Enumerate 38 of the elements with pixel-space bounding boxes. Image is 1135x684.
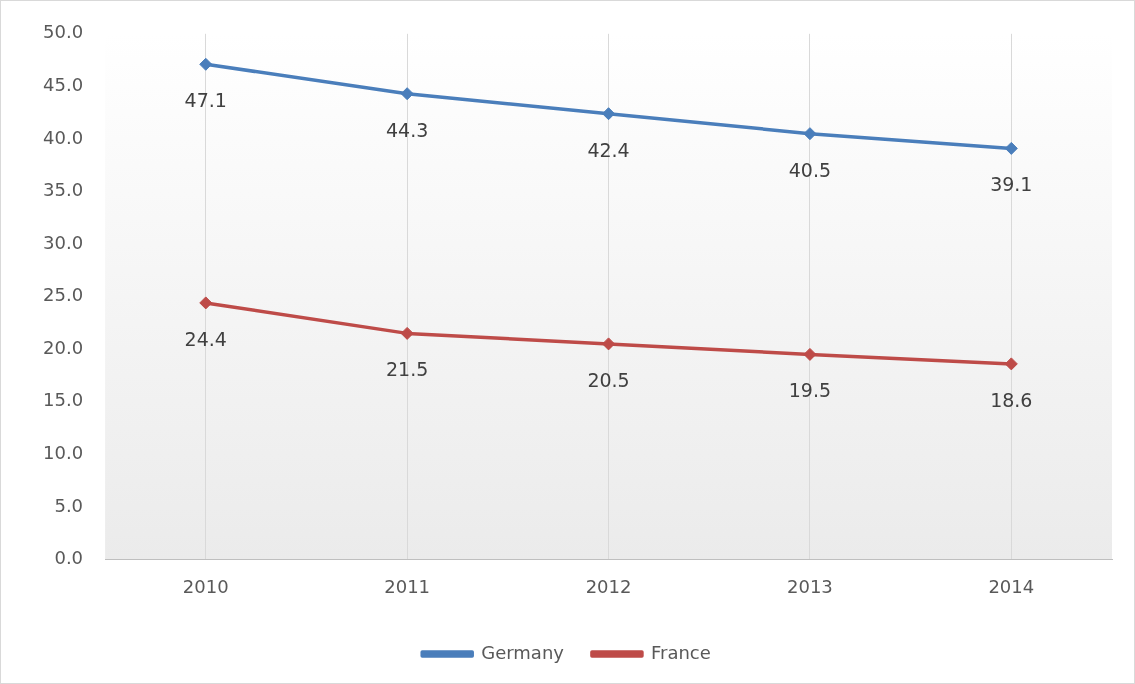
x-tick-label: 2014 <box>988 575 1035 597</box>
data-label: 42.4 <box>587 138 630 161</box>
y-tick-label: 0.0 <box>54 547 84 569</box>
data-label: 40.5 <box>788 158 832 181</box>
point <box>1004 141 1018 155</box>
data-label: 18.6 <box>990 388 1033 411</box>
point <box>400 87 414 101</box>
y-tick-label: 10.0 <box>43 441 84 463</box>
x-tick-label: 2013 <box>787 575 833 597</box>
point <box>199 296 213 310</box>
data-label: 47.1 <box>184 89 227 112</box>
data-label: 39.1 <box>990 173 1033 196</box>
point <box>803 347 817 361</box>
x-tick-label: 2012 <box>585 575 632 597</box>
point <box>199 57 213 71</box>
point <box>1004 357 1018 371</box>
y-tick-label: 45.0 <box>43 74 84 96</box>
data-label: 24.4 <box>184 327 227 350</box>
data-label: 21.5 <box>386 358 429 381</box>
y-tick-label: 30.0 <box>43 231 84 253</box>
legend-label: France <box>650 641 711 663</box>
point <box>602 337 616 351</box>
y-tick-label: 5.0 <box>54 494 84 516</box>
data-label: 19.5 <box>788 379 832 402</box>
y-tick-label: 20.0 <box>43 336 84 358</box>
point <box>803 127 817 141</box>
x-tick-label: 2010 <box>182 575 229 597</box>
y-tick-label: 40.0 <box>43 126 84 148</box>
x-tick-label: 2011 <box>384 575 431 597</box>
y-tick-label: 25.0 <box>43 284 84 306</box>
point <box>602 107 616 121</box>
y-tick-label: 50.0 <box>43 21 84 43</box>
legend-label: Germany <box>481 641 565 663</box>
data-label: 44.3 <box>386 118 429 141</box>
y-tick-label: 35.0 <box>43 179 84 201</box>
y-tick-label: 15.0 <box>43 389 84 411</box>
point <box>400 326 414 340</box>
data-label: 20.5 <box>587 368 630 391</box>
